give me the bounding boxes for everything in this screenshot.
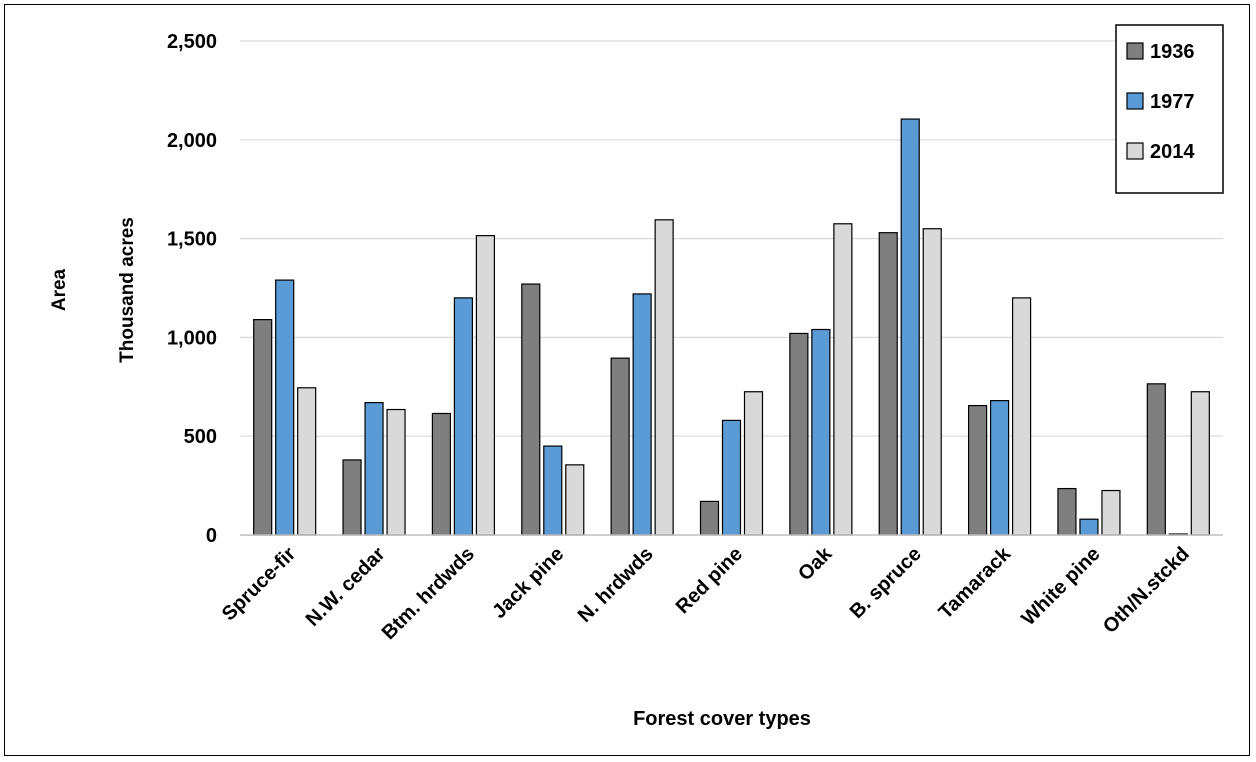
x-tick-label: White pine [1017,543,1104,630]
bar-1936-b-spruce [878,232,898,536]
bar-1936-jack-pine [521,283,541,536]
legend: 1936 1977 2014 [1115,24,1224,194]
bar-2014-b-spruce [922,228,942,536]
grid-lines [240,40,1223,437]
y-tick-label: 500 [184,426,217,448]
x-tick-label: Spruce-fir [218,543,301,626]
bar-2014-red-pine [743,391,764,536]
legend-swatch-1936 [1126,42,1144,60]
legend-swatch-2014 [1126,142,1144,160]
bar-1936-tamarack [967,404,988,536]
x-tick-label: N.W. cedar [302,543,390,631]
bar-2014-n-w-cedar [386,408,406,536]
bar-1977-oak [811,328,831,536]
y-tick-labels: 0 500 1,000 1,500 2,000 2,500 [167,31,217,547]
x-tick-label: N. hrdwds [574,543,658,627]
y-tick-label: 2,500 [167,31,217,53]
bar-2014-spruce-fir [297,387,317,536]
y-tick-label: 2,000 [167,130,217,152]
y-axis-label-line2: Thousand acres [117,217,138,363]
x-tick-label: Red pine [672,543,747,618]
x-tick-label: Oth/N.stckd [1099,543,1194,638]
bar-2014-white-pine [1101,489,1121,536]
y-axis-label-line1: Area [49,268,70,311]
bar-1936-btm-hrdwds [431,412,452,536]
y-tick-label: 1,000 [167,327,217,349]
x-tick-label: Btm. hrdwds [378,543,479,644]
y-tick-label: 0 [206,525,217,547]
x-axis-label: Forest cover types [633,708,811,730]
bar-1977-n-hrdwds [632,293,652,536]
bar-chart: 0 500 1,000 1,500 2,000 2,500 Spruce-fir N.W. … [49,24,1224,730]
bar-1977-b-spruce [900,118,920,536]
bar-2014-oak [833,223,853,536]
bar-1936-red-pine [699,500,720,536]
bar-1977-btm-hrdwds [453,297,474,536]
x-tick-label: Jack pine [488,543,568,623]
legend-swatch-1977 [1126,92,1144,110]
x-tick-label: Oak [794,542,837,585]
bar-1977-n-w-cedar [364,402,384,536]
y-tick-label: 1,500 [167,229,217,251]
bar-1977-tamarack [989,400,1010,536]
bar-2014-jack-pine [565,464,585,536]
x-tick-label: B. spruce [846,543,926,623]
bar-1936-oth-n-stckd [1146,383,1166,536]
bar-1936-n-hrdwds [610,357,630,536]
bar-1977-spruce-fir [275,279,295,536]
x-tick-label: Tamarack [935,542,1016,623]
bar-2014-tamarack [1011,297,1032,536]
bar-1936-spruce-fir [253,319,273,536]
legend-label-1936: 1936 [1150,41,1195,63]
bar-2014-btm-hrdwds [475,235,496,536]
bar-1977-white-pine [1079,518,1099,536]
bar-2014-n-hrdwds [654,219,674,536]
chart-frame: 0 500 1,000 1,500 2,000 2,500 Spruce-fir N.W. … [4,4,1250,756]
bar-1936-n-w-cedar [342,459,362,536]
bars [253,118,1210,536]
legend-label-1977: 1977 [1150,91,1195,113]
bar-1936-oak [789,332,809,536]
legend-label-2014: 2014 [1150,141,1195,163]
bar-1977-jack-pine [543,445,563,536]
bar-1936-white-pine [1057,487,1077,536]
bar-1977-red-pine [721,419,742,536]
bar-2014-oth-n-stckd [1190,391,1210,536]
